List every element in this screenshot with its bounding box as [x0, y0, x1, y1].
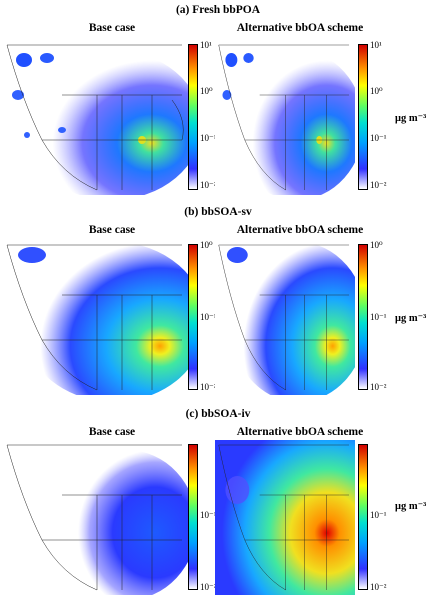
colorbar-a-right: [358, 44, 368, 190]
map-c-alt: [215, 440, 355, 595]
tick-c-right-0: 10⁻¹: [370, 510, 387, 520]
tick-a-left-2: 10⁻¹: [200, 133, 217, 143]
section-b-right-title: Alternative bbOA scheme: [236, 224, 364, 236]
section-b-left-title: Base case: [88, 224, 136, 236]
tick-c-left-1: 10⁻²: [200, 582, 217, 592]
section-c-right-title: Alternative bbOA scheme: [236, 426, 364, 438]
map-b-alt: [215, 240, 355, 395]
map-a-base: [2, 40, 190, 195]
map-a-alt: [215, 40, 355, 195]
tick-b-right-2: 10⁻²: [370, 382, 387, 392]
unit-label-c: μg m⁻³: [395, 501, 427, 512]
tick-a-right-2: 10⁻¹: [370, 133, 387, 143]
colorbar-c-right: [358, 444, 368, 590]
tick-a-right-0: 10¹: [370, 40, 382, 50]
section-c-left-title: Base case: [88, 426, 136, 438]
map-b-base: [2, 240, 190, 395]
unit-label-b: μg m⁻³: [395, 313, 427, 324]
tick-c-right-1: 10⁻²: [370, 582, 387, 592]
tick-a-left-3: 10⁻²: [200, 180, 217, 190]
map-c-base: [2, 440, 190, 595]
tick-a-right-3: 10⁻²: [370, 180, 387, 190]
section-a-right-title: Alternative bbOA scheme: [236, 22, 364, 34]
tick-a-left-1: 10⁰: [200, 86, 213, 96]
colorbar-a-left: [188, 44, 198, 190]
tick-a-right-1: 10⁰: [370, 86, 383, 96]
tick-b-right-1: 10⁻¹: [370, 312, 387, 322]
colorbar-b-left: [188, 244, 198, 390]
tick-b-left-1: 10⁻¹: [200, 312, 217, 322]
tick-b-left-2: 10⁻²: [200, 382, 217, 392]
section-b-title: (b) bbSOA-sv: [184, 206, 252, 218]
colorbar-c-left: [188, 444, 198, 590]
colorbar-b-right: [358, 244, 368, 390]
section-a-title: (a) Fresh bbPOA: [175, 4, 261, 16]
section-c-title: (c) bbSOA-iv: [185, 408, 251, 420]
section-a-left-title: Base case: [88, 22, 136, 34]
tick-a-left-0: 10¹: [200, 40, 212, 50]
tick-c-left-0: 10⁻¹: [200, 510, 217, 520]
unit-label-a: μg m⁻³: [395, 113, 427, 124]
tick-b-left-0: 10⁰: [200, 240, 213, 250]
tick-b-right-0: 10⁰: [370, 240, 383, 250]
